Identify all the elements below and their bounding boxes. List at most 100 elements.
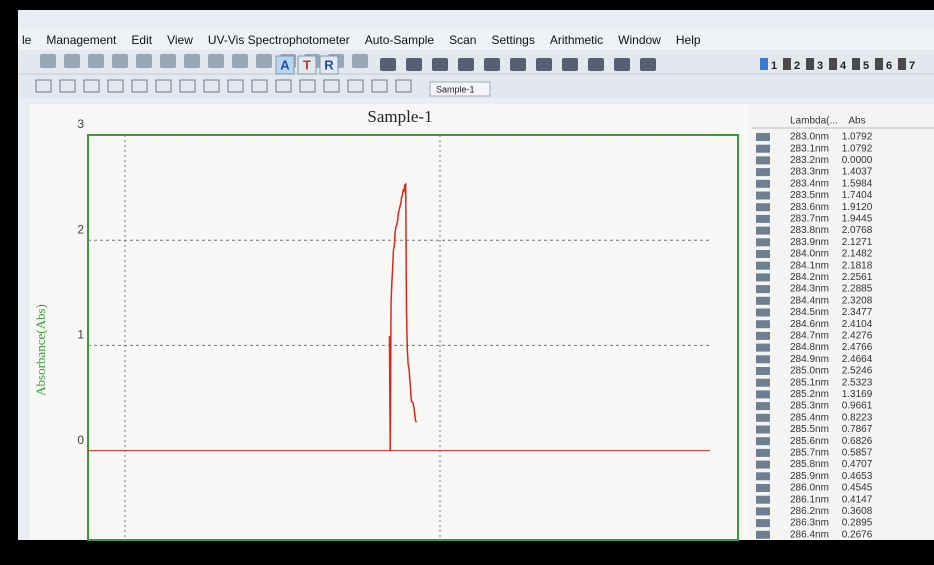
channel-icon[interactable] [760,58,768,70]
toolbar-icon[interactable] [136,54,152,68]
toolbar-icon[interactable] [40,54,56,68]
menu-item[interactable]: Scan [449,33,476,47]
wavelength-cell: 285.0nm [790,366,829,377]
y-tick-label: 1 [77,328,84,342]
abs-cell: 2.2561 [842,272,873,283]
toolbar-icon[interactable] [614,58,630,71]
channel-label[interactable]: 7 [909,60,915,72]
toolbar-icon[interactable] [510,58,526,71]
toolbar-icon[interactable] [458,58,474,71]
toolbar-icon[interactable] [112,54,128,68]
channel-icon[interactable] [875,58,883,70]
toolbar-icon[interactable] [406,58,422,71]
row-icon [756,484,770,492]
menu-item[interactable]: Window [618,33,661,47]
row-icon [756,297,770,305]
abs-cell: 2.5323 [842,377,873,388]
abs-cell: 2.2885 [842,284,873,295]
toolbar-icon[interactable] [380,58,396,71]
abs-cell: 1.7404 [842,190,873,201]
wavelength-cell: 284.6nm [790,319,829,330]
toolbar-icon[interactable] [184,54,200,68]
abs-cell: 0.2895 [842,518,873,529]
wavelength-cell: 283.4nm [790,178,829,189]
wavelength-cell: 284.7nm [790,331,829,342]
menu-item[interactable]: Arithmetic [550,33,603,47]
channel-label[interactable]: 3 [817,60,823,72]
screen: Sample-1 Absorbance(Abs) Abs Lambda(... … [0,0,934,560]
row-icon [756,227,770,235]
channel-label[interactable]: 1 [771,60,777,72]
menu-item[interactable]: Auto-Sample [365,33,435,47]
row-icon [756,344,770,352]
toolbar-icon[interactable] [232,54,248,68]
y-tick-label: 3 [77,117,84,131]
row-icon [756,215,770,223]
mode-label[interactable]: A [280,57,290,72]
wavelength-cell: 286.1nm [790,494,829,505]
menu-item[interactable]: Settings [491,33,534,47]
abs-cell: 0.4707 [842,459,873,470]
wavelength-cell: 286.2nm [790,506,829,517]
abs-cell: 0.7867 [842,424,873,435]
row-icon [756,449,770,457]
channel-icon[interactable] [829,58,837,70]
toolbar-icon[interactable] [640,58,656,71]
toolbar-icon[interactable] [88,54,104,68]
abs-cell: 0.0000 [842,155,873,166]
abs-cell: 1.4037 [842,167,873,178]
abs-cell: 1.0792 [842,132,873,143]
wavelength-cell: 284.5nm [790,307,829,318]
toolbar-icon[interactable] [256,54,272,68]
toolbar-icon[interactable] [160,54,176,68]
row-icon [756,507,770,515]
toolbar-icon[interactable] [64,54,80,68]
menu-item[interactable]: UV-Vis Spectrophotometer [208,33,350,47]
wavelength-cell: 283.5nm [790,190,829,201]
channel-label[interactable]: 4 [840,60,847,72]
row-icon [756,332,770,340]
toolbar-icon[interactable] [562,58,578,71]
abs-cell: 1.3169 [842,389,873,400]
mode-label[interactable]: R [324,57,334,72]
mode-label[interactable]: T [303,57,311,72]
toolbar-icon[interactable] [352,54,368,68]
row-icon [756,156,770,164]
abs-cell: 0.4653 [842,471,873,482]
abs-cell: 2.0768 [842,225,873,236]
channel-label[interactable]: 2 [794,60,800,72]
abs-cell: 0.8223 [842,412,873,423]
channel-label[interactable]: 5 [863,60,869,72]
menu-item[interactable]: Edit [131,33,152,47]
toolbar-icon[interactable] [588,58,604,71]
toolbar-icon[interactable] [484,58,500,71]
channel-icon[interactable] [898,58,906,70]
menu-item[interactable]: Help [676,33,701,47]
toolbar-icon[interactable] [432,58,448,71]
row-icon [756,519,770,527]
menu-item[interactable]: le [22,33,32,47]
wavelength-cell: 284.4nm [790,295,829,306]
row-icon [756,437,770,445]
menu-item[interactable]: View [167,33,193,47]
wavelength-cell: 285.6nm [790,436,829,447]
tab-label[interactable]: Sample-1 [436,84,475,94]
channel-label[interactable]: 6 [886,60,892,72]
abs-cell: 0.9661 [842,401,873,412]
row-icon [756,496,770,504]
page: Sample-1 Absorbance(Abs) Abs Lambda(... … [0,0,934,560]
toolbar-icon[interactable] [536,58,552,71]
menu-item[interactable]: Management [46,33,117,47]
channel-icon[interactable] [806,58,814,70]
row-icon [756,168,770,176]
channel-icon[interactable] [783,58,791,70]
wavelength-cell: 285.9nm [790,471,829,482]
wavelength-cell: 283.1nm [790,143,829,154]
wavelength-cell: 284.8nm [790,342,829,353]
toolbar-icon[interactable] [208,54,224,68]
row-icon [756,531,770,539]
wavelength-cell: 285.2nm [790,389,829,400]
wavelength-cell: 283.3nm [790,167,829,178]
wavelength-cell: 283.6nm [790,202,829,213]
channel-icon[interactable] [852,58,860,70]
